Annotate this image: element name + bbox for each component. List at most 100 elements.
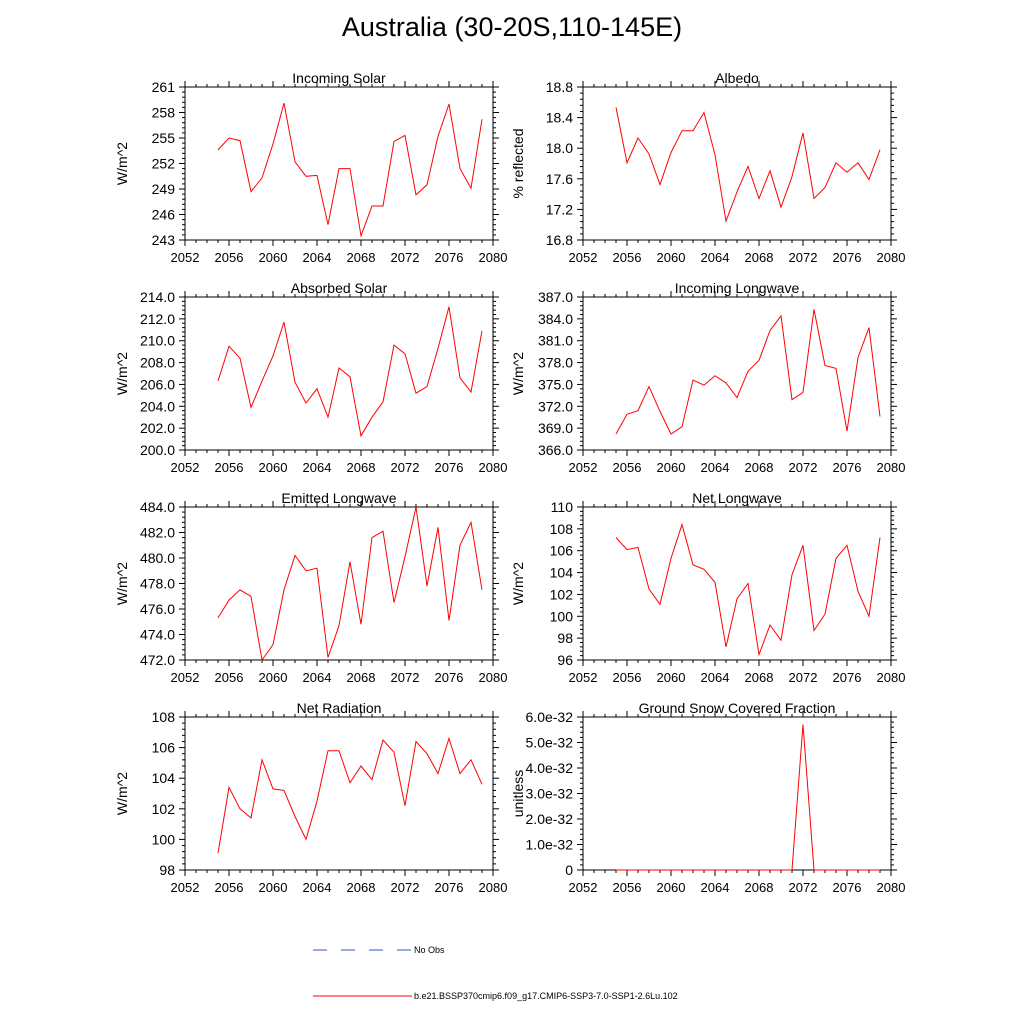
x-tick-label: 2056 (613, 880, 642, 895)
y-tick-label: 214.0 (140, 289, 175, 305)
x-tick-label: 2076 (833, 460, 862, 475)
y-tick-label: 206.0 (140, 376, 175, 392)
x-tick-label: 2056 (613, 460, 642, 475)
chart-panel-5: 2052 2056 2060 2064 2068 2072 2076 2080 472.0 474… (114, 490, 507, 685)
x-tick-label: 2052 (569, 670, 598, 685)
y-tick-label: 202.0 (140, 420, 175, 436)
page-title: Australia (30-20S,110-145E) (341, 12, 683, 42)
x-tick-label: 2072 (391, 460, 420, 475)
y-tick-label: 100 (152, 831, 176, 847)
x-tick-label: 2068 (745, 250, 774, 265)
x-tick-label: 2056 (215, 880, 244, 895)
y-tick-label: 106 (152, 740, 176, 756)
y-axis-label: W/m^2 (114, 772, 130, 815)
y-tick-label: 18.0 (546, 140, 573, 156)
y-tick-label: 366.0 (538, 442, 573, 458)
x-tick-label: 2056 (215, 670, 244, 685)
y-tick-label: 474.0 (140, 627, 175, 643)
y-tick-label: 381.0 (538, 333, 573, 349)
y-tick-label: 96 (557, 652, 573, 668)
x-tick-label: 2076 (435, 670, 464, 685)
plot-frame (184, 506, 494, 661)
x-tick-label: 2068 (745, 460, 774, 475)
x-tick-label: 2072 (391, 250, 420, 265)
y-tick-label: 476.0 (140, 601, 175, 617)
x-tick-label: 2080 (479, 880, 508, 895)
y-tick-label: 484.0 (140, 499, 175, 515)
chart-panel-3: 2052 2056 2060 2064 2068 2072 2076 2080 200.0 202… (114, 280, 507, 475)
x-tick-label: 2052 (569, 880, 598, 895)
x-tick-label: 2060 (657, 460, 686, 475)
y-axis-label: W/m^2 (114, 142, 130, 185)
y-tick-label: 372.0 (538, 398, 573, 414)
y-tick-label: 261 (152, 79, 176, 95)
y-tick-label: 16.8 (546, 232, 573, 248)
y-tick-label: 252 (152, 156, 176, 172)
y-tick-label: 17.6 (546, 171, 573, 187)
x-tick-label: 2052 (569, 250, 598, 265)
y-tick-label: 18.8 (546, 79, 573, 95)
series-line-1 (615, 107, 881, 224)
y-tick-label: 204.0 (140, 398, 175, 414)
x-tick-label: 2076 (435, 250, 464, 265)
panel-title: Ground Snow Covered Fraction (639, 700, 836, 716)
y-tick-label: 212.0 (140, 311, 175, 327)
series-line-1 (217, 102, 483, 238)
y-tick-label: 255 (152, 130, 176, 146)
panel-title: Incoming Longwave (675, 280, 800, 296)
chart-panel-8: 2052 2056 2060 2064 2068 2072 2076 2080 0 1.0e-32… (510, 700, 905, 895)
y-tick-label: 200.0 (140, 442, 175, 458)
y-tick-label: 258 (152, 105, 176, 121)
x-tick-label: 2080 (479, 460, 508, 475)
y-axis-label: % reflected (510, 128, 526, 198)
x-tick-label: 2064 (303, 250, 332, 265)
y-tick-label: 478.0 (140, 576, 175, 592)
x-tick-label: 2068 (745, 880, 774, 895)
series-line-1 (615, 522, 881, 657)
y-tick-label: 208.0 (140, 355, 175, 371)
x-tick-label: 2080 (877, 250, 906, 265)
x-tick-label: 2056 (215, 460, 244, 475)
y-tick-label: 2.0e-32 (526, 811, 574, 827)
y-tick-label: 98 (557, 630, 573, 646)
y-tick-label: 102 (152, 801, 176, 817)
y-tick-label: 104 (152, 770, 176, 786)
series-line-1 (217, 306, 483, 438)
x-tick-label: 2064 (303, 880, 332, 895)
y-tick-label: 243 (152, 232, 176, 248)
y-tick-label: 108 (152, 709, 176, 725)
y-tick-label: 480.0 (140, 550, 175, 566)
plot-frame (582, 716, 892, 871)
y-tick-label: 0 (565, 862, 573, 878)
panel-title: Albedo (715, 70, 759, 86)
x-tick-label: 2052 (171, 670, 200, 685)
chart-panel-1: 2052 2056 2060 2064 2068 2072 2076 2080 243 246 24… (114, 70, 507, 265)
y-tick-label: 102 (550, 586, 574, 602)
x-tick-label: 2052 (171, 880, 200, 895)
x-tick-label: 2060 (657, 670, 686, 685)
x-tick-label: 2072 (789, 250, 818, 265)
x-tick-label: 2060 (259, 250, 288, 265)
y-tick-label: 108 (550, 521, 574, 537)
x-tick-label: 2060 (259, 670, 288, 685)
series-line-1 (616, 724, 880, 871)
plot-frame (582, 506, 892, 661)
y-tick-label: 378.0 (538, 355, 573, 371)
x-tick-label: 2072 (789, 880, 818, 895)
y-tick-label: 482.0 (140, 525, 175, 541)
chart-panel-2: 2052 2056 2060 2064 2068 2072 2076 2080 16.8 17.2… (510, 70, 905, 265)
x-tick-label: 2060 (259, 460, 288, 475)
y-tick-label: 6.0e-32 (526, 709, 574, 725)
x-tick-label: 2052 (569, 460, 598, 475)
y-axis-label: unitless (510, 770, 526, 817)
x-tick-label: 2060 (657, 250, 686, 265)
y-tick-label: 106 (550, 543, 574, 559)
y-tick-label: 369.0 (538, 420, 573, 436)
plot-frame (582, 86, 892, 241)
x-tick-label: 2064 (701, 250, 730, 265)
x-tick-label: 2072 (789, 670, 818, 685)
x-tick-label: 2080 (479, 670, 508, 685)
x-tick-label: 2080 (479, 250, 508, 265)
chart-panel-4: 2052 2056 2060 2064 2068 2072 2076 2080 366.0 369… (510, 280, 905, 475)
